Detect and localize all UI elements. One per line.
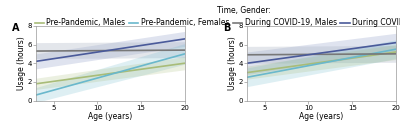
X-axis label: Age (years): Age (years) (88, 112, 132, 121)
Text: A: A (12, 23, 20, 33)
Text: B: B (224, 23, 231, 33)
Legend: Pre-Pandemic, Males, Pre-Pandemic, Females, During COVID-19, Males, During COVID: Pre-Pandemic, Males, Pre-Pandemic, Femal… (32, 3, 400, 30)
Y-axis label: Usage (hours): Usage (hours) (228, 36, 237, 90)
Y-axis label: Usage (hours): Usage (hours) (17, 36, 26, 90)
X-axis label: Age (years): Age (years) (300, 112, 344, 121)
